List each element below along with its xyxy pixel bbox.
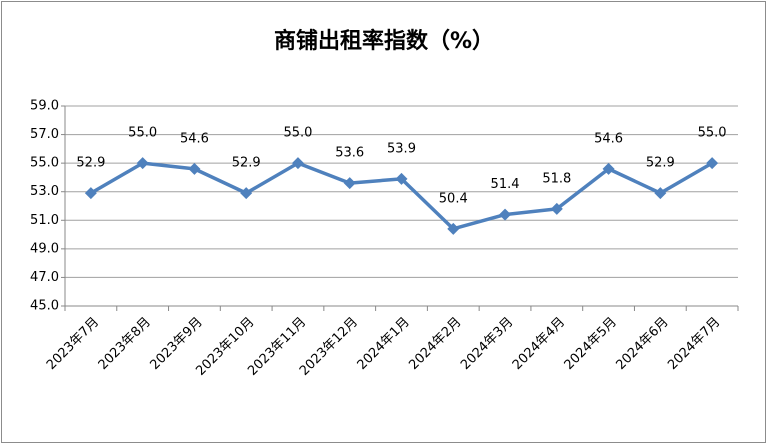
data-label: 52.9 — [232, 156, 261, 171]
data-label: 51.8 — [542, 171, 571, 186]
data-label: 52.9 — [76, 156, 105, 171]
data-label: 54.6 — [180, 131, 209, 146]
y-tick-label: 51.0 — [30, 213, 59, 228]
y-tick-label: 53.0 — [30, 184, 59, 199]
chart-title: 商铺出租率指数（%） — [274, 28, 494, 54]
data-label: 55.0 — [698, 126, 727, 141]
y-tick-label: 57.0 — [30, 127, 59, 142]
data-marker — [447, 222, 460, 235]
data-marker — [499, 208, 512, 221]
data-label: 55.0 — [128, 126, 157, 141]
data-marker — [291, 157, 304, 170]
data-marker — [240, 187, 253, 200]
data-label: 54.6 — [594, 131, 623, 146]
y-tick-label: 49.0 — [30, 241, 59, 256]
y-tick-label: 59.0 — [30, 99, 59, 114]
data-marker — [602, 162, 615, 175]
data-marker — [343, 177, 356, 190]
data-label: 53.6 — [335, 146, 364, 161]
data-marker — [395, 172, 408, 185]
data-marker — [706, 157, 719, 170]
y-tick-label: 45.0 — [30, 299, 59, 314]
data-label: 52.9 — [646, 156, 675, 171]
data-label: 53.9 — [387, 141, 416, 156]
data-marker — [654, 187, 667, 200]
data-marker — [550, 202, 563, 215]
data-marker — [188, 162, 201, 175]
data-marker — [84, 187, 97, 200]
data-label: 50.4 — [439, 191, 468, 206]
y-tick-label: 55.0 — [30, 156, 59, 171]
data-marker — [136, 157, 149, 170]
data-label: 55.0 — [283, 126, 312, 141]
data-label: 51.4 — [491, 177, 520, 192]
y-tick-label: 47.0 — [30, 270, 59, 285]
